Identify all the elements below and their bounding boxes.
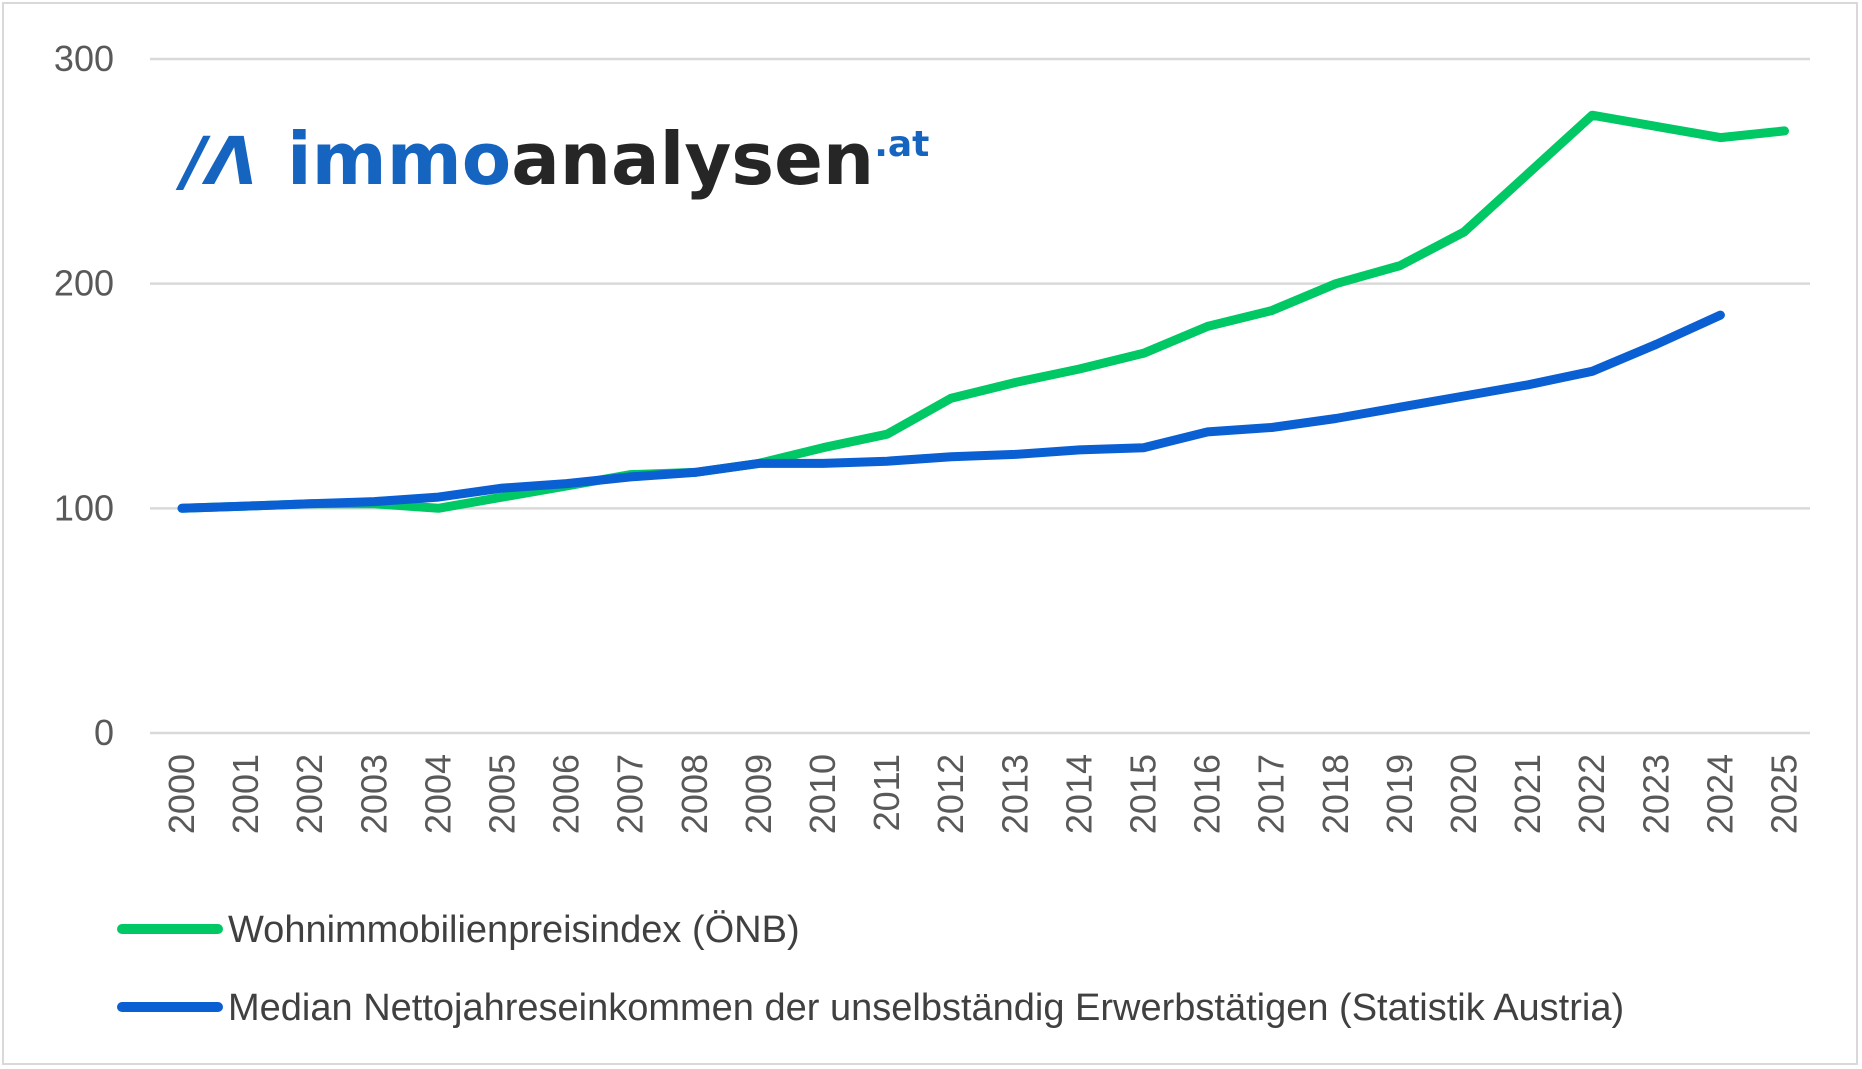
legend-item-wohnimmobilienpreisindex: Wohnimmobilienpreisindex (ÖNB) (117, 909, 800, 951)
y-tick-label-300: 300 (54, 38, 114, 79)
x-tick-label-2012: 2012 (930, 754, 971, 834)
series-lines (177, 110, 1789, 513)
y-tick-label-0: 0 (94, 712, 114, 753)
x-tick-label-2011: 2011 (866, 754, 907, 831)
x-tick-label-2017: 2017 (1251, 754, 1292, 834)
x-tick-label-2001: 2001 (225, 754, 266, 834)
logo-wordmark: immoanalysen.at (287, 117, 929, 201)
legend-label-wohnimmobilienpreisindex: Wohnimmobilienpreisindex (ÖNB) (228, 909, 800, 951)
x-tick-label-2000: 2000 (161, 754, 202, 834)
x-tick-label-2005: 2005 (482, 754, 523, 834)
y-tick-label-100: 100 (54, 487, 114, 528)
logo-wordmark-suffix: .at (874, 124, 929, 165)
series-line-median-nettojahreseinkommen (177, 310, 1725, 513)
x-tick-label-2018: 2018 (1315, 754, 1356, 834)
x-tick-label-2024: 2024 (1699, 754, 1740, 834)
x-tick-label-2006: 2006 (546, 754, 587, 834)
x-tick-label-2010: 2010 (802, 754, 843, 834)
x-tick-label-2002: 2002 (289, 754, 330, 834)
immoanalysen-logo: /Λ immoanalysen.at (175, 117, 929, 201)
x-axis-ticks: 2000 2001 2002 2003 2004 2005 2006 2007 2008 2009… (161, 754, 1805, 834)
x-tick-label-2019: 2019 (1379, 754, 1420, 834)
x-tick-label-2025: 2025 (1764, 754, 1805, 834)
x-tick-label-2004: 2004 (417, 754, 458, 834)
series-line-wohnimmobilienpreisindex (177, 110, 1789, 513)
x-tick-label-2003: 2003 (353, 754, 394, 834)
x-tick-label-2009: 2009 (738, 754, 779, 834)
x-tick-label-2014: 2014 (1058, 754, 1099, 834)
legend: Wohnimmobilienpreisindex (ÖNB) Median Ne… (117, 909, 1624, 1029)
x-tick-label-2023: 2023 (1635, 754, 1676, 834)
legend-item-median-nettojahreseinkommen: Median Nettojahreseinkommen der unselbst… (117, 987, 1624, 1029)
x-tick-label-2007: 2007 (610, 754, 651, 834)
x-tick-label-2008: 2008 (674, 754, 715, 834)
x-tick-label-2021: 2021 (1507, 754, 1548, 834)
legend-label-median-nettojahreseinkommen: Median Nettojahreseinkommen der unselbst… (228, 987, 1624, 1029)
x-tick-label-2022: 2022 (1571, 754, 1612, 834)
x-tick-label-2015: 2015 (1123, 754, 1164, 834)
logo-wordmark-analysen: analysen (511, 117, 874, 201)
logo-wordmark-immo: immo (287, 117, 511, 201)
x-tick-label-2013: 2013 (994, 754, 1035, 834)
logo-mark: /Λ (175, 123, 257, 200)
y-tick-label-200: 200 (54, 263, 114, 304)
x-tick-label-2020: 2020 (1443, 754, 1484, 834)
x-tick-label-2016: 2016 (1187, 754, 1228, 834)
y-axis-ticks: 0 100 200 300 (54, 38, 114, 753)
